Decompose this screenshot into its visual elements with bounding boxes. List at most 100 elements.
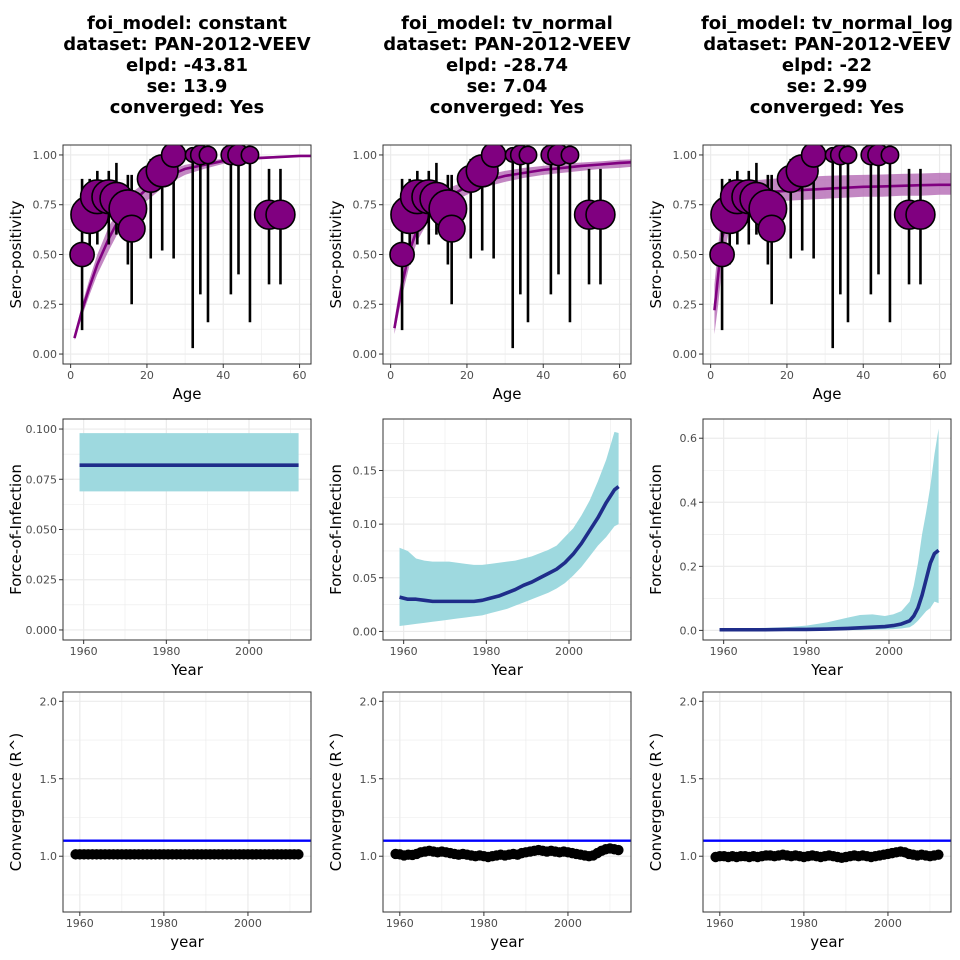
y-tick-label: 0.000 <box>26 624 58 637</box>
grid <box>63 692 311 912</box>
plot-body <box>389 145 631 349</box>
y-axis-label: Force-of-Infection <box>647 464 665 595</box>
plot-body <box>719 428 940 632</box>
plot-body <box>63 839 311 860</box>
x-tick-label: 2000 <box>235 645 263 658</box>
panel-title-line: foi_model: tv_normal <box>401 13 613 34</box>
y-tick-label: 1.5 <box>360 773 378 786</box>
x-tick-label: 0 <box>67 369 74 382</box>
y-axis-label: Convergence (R^) <box>327 733 345 871</box>
y-tick-label: 0.75 <box>673 199 698 212</box>
y-tick-label: 0.25 <box>673 298 698 311</box>
observed-point <box>838 145 858 165</box>
y-tick-label: 1.00 <box>33 149 58 162</box>
panel-title-line: se: 7.04 <box>467 76 548 97</box>
x-axis-label: year <box>170 933 204 951</box>
x-tick-label: 1960 <box>390 645 418 658</box>
y-tick-label: 0.00 <box>673 348 698 361</box>
x-axis-label: Age <box>172 385 201 403</box>
panel-border <box>62 691 312 913</box>
y-tick-label: 0.00 <box>33 348 58 361</box>
y-tick-label: 0.025 <box>26 574 58 587</box>
observed-point <box>585 199 616 230</box>
y-axis-label: Sero-positivity <box>7 200 25 308</box>
y-axis-label: Convergence (R^) <box>647 733 665 871</box>
panel-title-line: se: 13.9 <box>147 76 228 97</box>
y-tick-label: 0.25 <box>33 298 58 311</box>
rhat-point <box>933 849 944 860</box>
x-tick-label: 1980 <box>790 917 818 930</box>
x-tick-label: 20 <box>140 369 154 382</box>
x-tick-label: 2000 <box>234 917 262 930</box>
x-tick-label: 0 <box>707 369 714 382</box>
panel-title-line: dataset: PAN-2012-VEEV <box>63 34 311 55</box>
x-tick-label: 1980 <box>152 645 180 658</box>
panel-title-line: converged: Yes <box>430 97 584 118</box>
y-tick-label: 1.0 <box>360 850 378 863</box>
y-tick-label: 2.0 <box>40 695 58 708</box>
plot-body <box>709 145 951 349</box>
observed-point <box>240 145 260 165</box>
x-axis-label: Age <box>492 385 521 403</box>
x-tick-label: 2000 <box>555 645 583 658</box>
foi-ribbon <box>719 428 939 631</box>
observed-point <box>518 145 538 165</box>
panel-title-line: foi_model: tv_normal_log <box>701 13 953 34</box>
y-axis-label: Force-of-Infection <box>327 464 345 595</box>
panel-title-line: dataset: PAN-2012-VEEV <box>703 34 951 55</box>
y-tick-label: 1.5 <box>680 773 698 786</box>
grid <box>703 692 951 912</box>
model_1_rhat: 1960 1980 2000 1.0 1.5 2.0 year Convergence (R^… <box>7 691 312 951</box>
y-tick-label: 0.050 <box>26 524 58 537</box>
panel-title-line: converged: Yes <box>110 97 264 118</box>
observed-point <box>880 145 900 165</box>
x-tick-label: 40 <box>216 369 230 382</box>
observed-point <box>757 214 786 243</box>
observed-point <box>389 241 415 268</box>
y-tick-label: 0.0 <box>680 624 698 637</box>
y-tick-label: 0.2 <box>680 560 698 573</box>
y-tick-label: 1.0 <box>40 850 58 863</box>
y-tick-label: 0.100 <box>26 423 58 436</box>
foi-ribbon <box>399 431 619 627</box>
x-tick-label: 2000 <box>554 917 582 930</box>
x-tick-label: 1980 <box>470 917 498 930</box>
y-tick-label: 0.75 <box>353 199 378 212</box>
x-tick-label: 20 <box>780 369 794 382</box>
observed-point <box>480 145 507 168</box>
y-tick-label: 0.6 <box>680 432 698 445</box>
x-tick-label: 2000 <box>875 645 903 658</box>
y-tick-label: 1.0 <box>680 850 698 863</box>
x-axis-label: year <box>810 933 844 951</box>
model_1_foi: 1960 1980 2000 0.000 0.025 0.050 0.075 0.100 Yea… <box>7 418 312 679</box>
y-tick-label: 0.10 <box>353 518 378 531</box>
x-tick-label: 2000 <box>874 917 902 930</box>
panel-border <box>382 418 632 641</box>
panel-title-line: se: 2.99 <box>787 76 868 97</box>
observed-point <box>117 214 146 243</box>
model_1_seroprevalence: 0 20 40 60 0.00 0.25 0.50 0.75 1.00 Age Sero-posit… <box>7 13 312 403</box>
x-axis-label: Year <box>490 661 524 679</box>
observed-point <box>198 145 218 165</box>
observed-point <box>69 241 95 268</box>
panel-border <box>382 691 632 913</box>
observed-point <box>560 145 580 165</box>
x-axis-label: Age <box>812 385 841 403</box>
model_3_seroprevalence: 0 20 40 60 0.00 0.25 0.50 0.75 1.00 Age Sero-posit… <box>647 13 953 403</box>
foi-ribbon <box>79 433 299 492</box>
y-tick-label: 1.00 <box>353 149 378 162</box>
model_3_rhat: 1960 1980 2000 1.0 1.5 2.0 year Convergence (R^… <box>647 691 952 951</box>
y-axis-label: Sero-positivity <box>647 200 665 308</box>
x-tick-label: 1980 <box>150 917 178 930</box>
x-axis-label: Year <box>810 661 844 679</box>
x-tick-label: 20 <box>460 369 474 382</box>
x-tick-label: 40 <box>536 369 550 382</box>
y-tick-label: 0.15 <box>353 464 378 477</box>
x-axis-label: year <box>490 933 524 951</box>
y-axis-label: Convergence (R^) <box>7 733 25 871</box>
x-axis-label: Year <box>170 661 204 679</box>
y-tick-label: 0.00 <box>353 625 378 638</box>
y-tick-label: 0.25 <box>353 298 378 311</box>
panel-title-line: foi_model: constant <box>87 13 287 34</box>
